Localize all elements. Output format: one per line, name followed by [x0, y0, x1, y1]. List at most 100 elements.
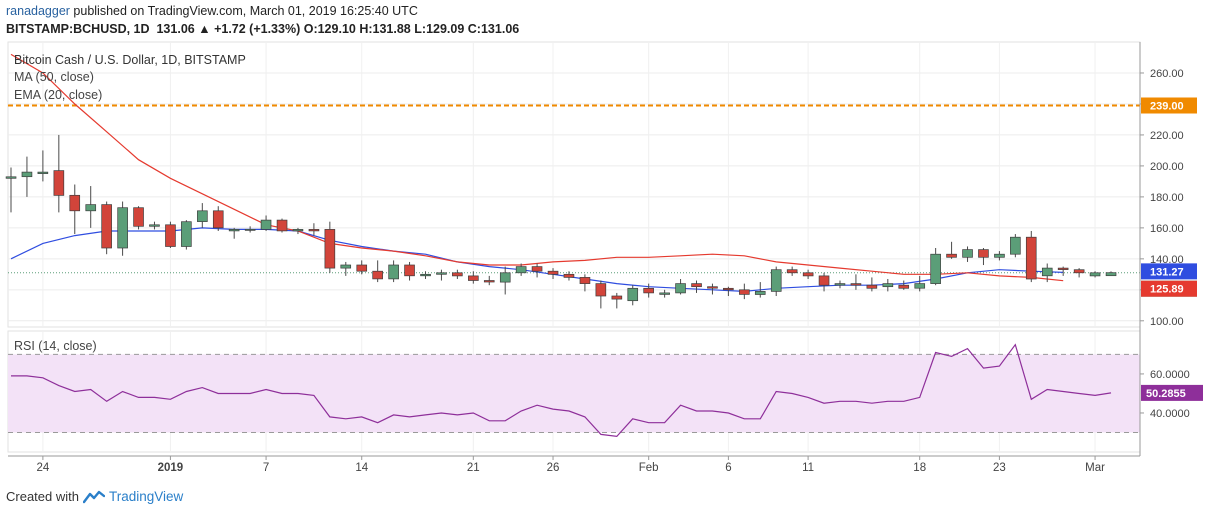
tradingview-link[interactable]: TradingView: [108, 489, 184, 504]
candle-body: [101, 204, 112, 249]
tradingview-logo-icon: [82, 490, 105, 503]
candle-body: [69, 194, 81, 212]
price-label: 125.89: [1150, 284, 1184, 296]
price-tick-label: 140.00: [1150, 254, 1184, 266]
rsi-series: [8, 343, 1140, 438]
chart-title: Bitcoin Cash / U.S. Dollar, 1D, BITSTAMP: [14, 53, 246, 67]
candle-body: [452, 272, 463, 277]
candle-body: [563, 273, 575, 278]
candle-body: [324, 229, 336, 269]
time-tick-label: 18: [913, 462, 926, 474]
price-pane-frame: [7, 41, 1141, 328]
created-with: Created with: [6, 489, 79, 504]
candle-body: [1089, 272, 1101, 277]
rsi-tick-label: 60.0000: [1150, 369, 1190, 381]
high-label: H:: [359, 22, 373, 36]
candle-body: [627, 287, 639, 302]
candle-body: [882, 283, 894, 288]
publish-info: published on TradingView.com, March 01, …: [69, 4, 418, 18]
candle-body: [850, 283, 862, 286]
candle-body: [643, 287, 654, 294]
close-label: C:: [467, 22, 481, 36]
publish-header: ranadagger published on TradingView.com,…: [6, 4, 418, 22]
candle-body: [1073, 269, 1085, 274]
time-tick-label: Mar: [1085, 462, 1105, 474]
candle-body: [770, 269, 782, 292]
rsi-last-box: [1141, 384, 1203, 401]
legend-ma: MA (50, close): [14, 70, 94, 84]
time-tick-label: 24: [36, 462, 49, 474]
candle-body: [356, 264, 368, 272]
price-label: 131.27: [1150, 266, 1184, 278]
candle-body: [691, 283, 702, 288]
up-arrow-icon: ▲: [198, 22, 211, 36]
candle-body: [946, 253, 957, 258]
footer: Created with TradingView: [6, 489, 183, 504]
price-tick-label: 180.00: [1150, 192, 1184, 204]
candle-body: [244, 229, 256, 231]
price-tick-label: 160.00: [1150, 223, 1184, 235]
time-tick-label: 26: [547, 462, 560, 474]
candle-body: [197, 210, 208, 222]
price-tick-label: 200.00: [1150, 161, 1184, 173]
candle-body: [181, 221, 192, 247]
candle-body: [707, 286, 718, 289]
time-tick-label: 6: [725, 462, 731, 474]
candle-body: [37, 171, 49, 174]
level-price-label: 239.00: [1150, 101, 1184, 113]
price-tick-label: 260.00: [1150, 68, 1184, 80]
close-value: 131.06: [480, 22, 520, 36]
candle-body: [1057, 267, 1069, 270]
candle-body: [53, 170, 65, 196]
candle-body: [212, 210, 224, 229]
candle-body: [308, 229, 320, 232]
candle-body: [515, 266, 527, 274]
candle-body: [723, 287, 734, 291]
candle-body: [292, 229, 304, 232]
rsi-last-label: 50.2855: [1146, 388, 1186, 400]
legend-ema: EMA (20, close): [14, 88, 102, 102]
candle-body: [276, 219, 288, 232]
candle-body: [468, 275, 479, 281]
candle-body: [978, 249, 989, 258]
candle-body: [818, 275, 830, 286]
price-tick-label: 100.00: [1150, 316, 1184, 328]
candle-body: [388, 264, 399, 280]
high-value: 131.88: [372, 22, 411, 36]
candle-body: [133, 207, 144, 227]
time-tick-label: 14: [355, 462, 368, 474]
low-value: 129.09: [426, 22, 465, 36]
last-price: 131.06: [156, 22, 195, 36]
candle-body: [1105, 272, 1117, 277]
price-series: [5, 53, 1140, 309]
candle-body: [898, 284, 910, 289]
candle-body: [340, 264, 352, 269]
time-tick-label: 21: [467, 462, 480, 474]
candle-body: [611, 295, 623, 300]
level-price-label-box: [1141, 97, 1197, 114]
candle-body: [802, 272, 814, 277]
time-tick-label: 23: [993, 462, 1006, 474]
candle-body: [420, 273, 431, 277]
price-tick-label: 220.00: [1150, 130, 1184, 142]
candle-body: [372, 270, 383, 280]
candle-body: [499, 272, 511, 283]
candle-body: [149, 224, 160, 227]
candle-body: [994, 253, 1005, 258]
symbol: BITSTAMP:BCHUSD, 1D: [6, 22, 150, 36]
candle-body: [1010, 236, 1021, 255]
candle-body: [930, 253, 941, 284]
candle-body: [1025, 236, 1037, 280]
low-label: L:: [414, 22, 427, 36]
author-link[interactable]: ranadagger: [6, 4, 70, 18]
candle-body: [595, 283, 607, 297]
price-change: +1.72 (+1.33%): [214, 22, 301, 36]
rsi-band-fill: [8, 354, 1140, 433]
candle-body: [260, 219, 272, 230]
ema20-line: [10, 53, 1064, 282]
candle-body: [547, 270, 559, 275]
open-value: 129.10: [317, 22, 356, 36]
candle-body: [866, 284, 878, 289]
price-label-box: [1141, 263, 1197, 280]
